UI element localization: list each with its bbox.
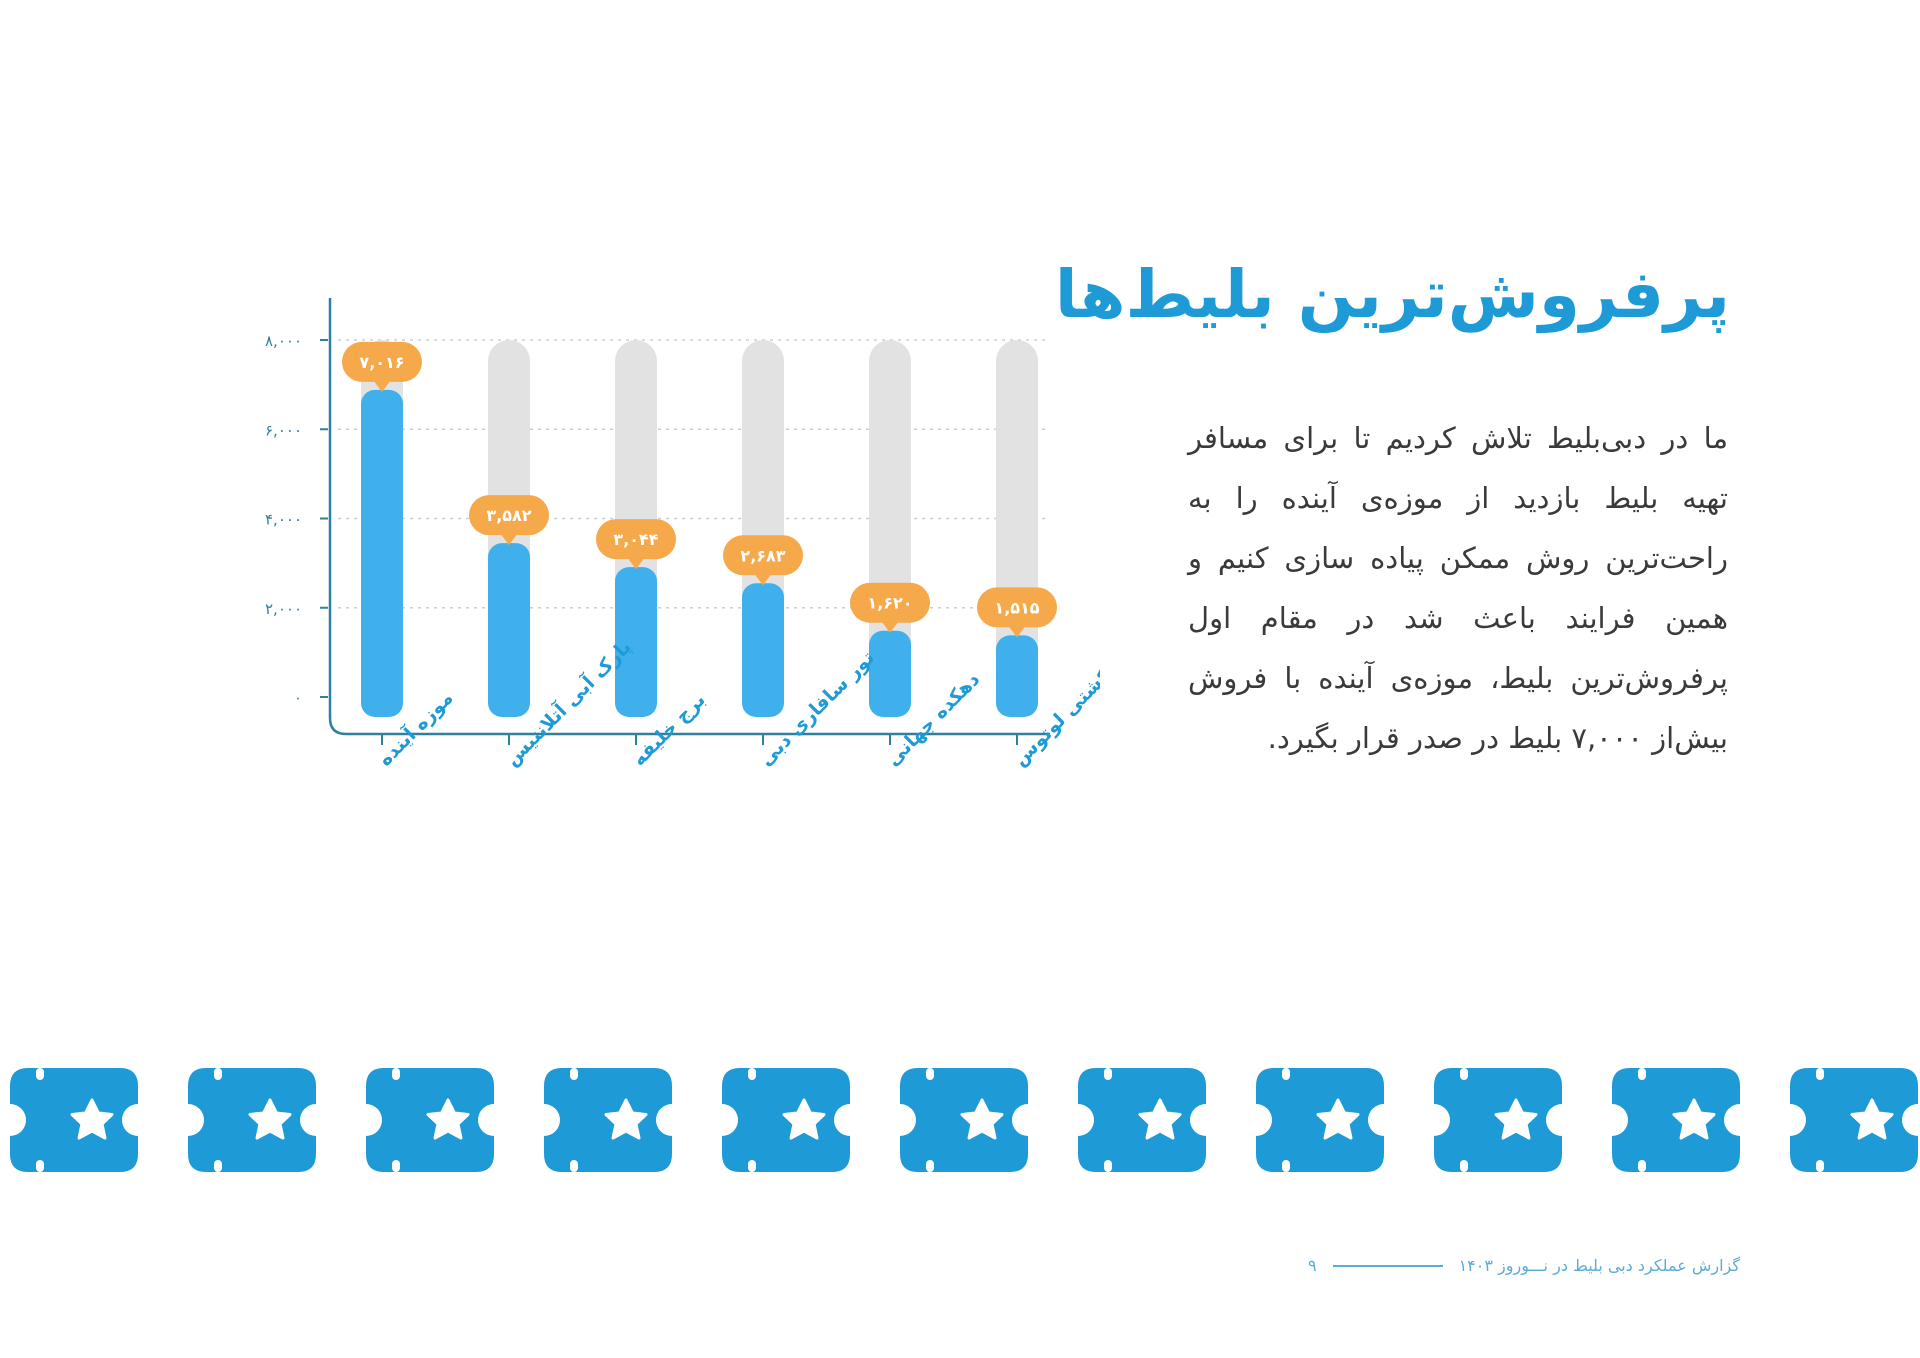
data-label: ۱,۶۲۰ — [867, 594, 912, 613]
data-label: ۳,۵۸۲ — [486, 506, 531, 525]
value-badge-pointer — [500, 533, 518, 546]
data-label: ۳,۰۴۴ — [613, 530, 658, 549]
footer-text: گزارش عملکرد دبی بلیط در نـــوروز ۱۴۰۳ — [1458, 1256, 1740, 1275]
bar-track — [869, 340, 911, 717]
axis-line — [328, 298, 1050, 736]
puzzle-tile — [366, 1068, 494, 1172]
bar-chart: ۷,۰۱۶ ۳,۵۸۲ ۳,۰۴۴ ۲,۶۸۳ ۱,۶۲۰ ۱,۵۱۵ ۰ ۲,۰۰۰ ۴,۰… — [265, 298, 1100, 771]
star-icon — [1494, 1098, 1538, 1140]
value-badge-pointer — [881, 620, 899, 633]
value-badge — [850, 582, 930, 623]
star-icon — [1138, 1098, 1182, 1140]
decorative-tile-row — [10, 1068, 1920, 1172]
bar — [615, 567, 657, 717]
puzzle-tile — [1790, 1068, 1918, 1172]
value-badge-pointer — [1008, 625, 1026, 638]
data-label: ۱,۵۱۵ — [994, 598, 1039, 617]
star-icon — [70, 1098, 114, 1140]
value-badge — [469, 495, 549, 536]
data-label: ۲,۶۸۳ — [740, 546, 785, 565]
star-icon — [960, 1098, 1004, 1140]
footer-divider — [1332, 1264, 1443, 1267]
y-tick-label: ۴,۰۰۰ — [265, 511, 302, 529]
value-badge-pointer — [373, 379, 391, 392]
paragraph-line: بیش‌از ۷,۰۰۰ بلیط در صدر قرار بگیرد. — [1267, 721, 1728, 755]
value-badge — [723, 535, 803, 576]
value-badge — [596, 519, 676, 560]
bars — [361, 389, 1038, 717]
bar — [869, 630, 911, 717]
bar — [996, 635, 1038, 717]
bar — [742, 583, 784, 717]
y-tick-label: ۶,۰۰۰ — [265, 421, 302, 439]
data-label: ۷,۰۱۶ — [359, 353, 404, 372]
page-number: ۹ — [1307, 1256, 1317, 1275]
y-tick-label: ۸,۰۰۰ — [265, 332, 302, 350]
value-badge-pointer — [627, 557, 645, 570]
puzzle-tile — [10, 1068, 138, 1172]
star-icon — [1850, 1098, 1894, 1140]
star-icon — [1316, 1098, 1360, 1140]
value-badge — [342, 341, 422, 382]
puzzle-tile — [1256, 1068, 1384, 1172]
paragraph-line: ما در دبی‌بلیط تلاش کردیم تا برای مسافر — [1188, 421, 1728, 455]
value-badge-pointer — [754, 573, 772, 586]
puzzle-tile — [1612, 1068, 1740, 1172]
star-icon — [426, 1098, 470, 1140]
puzzle-tile — [722, 1068, 850, 1172]
y-tick-labels: ۰ ۲,۰۰۰ ۴,۰۰۰ ۶,۰۰۰ ۸,۰۰۰ — [265, 332, 302, 707]
puzzle-tile — [1078, 1068, 1206, 1172]
paragraph-line: همین فرایند باعث شد در مقام اول — [1188, 601, 1728, 635]
bar — [361, 389, 403, 717]
star-icon — [604, 1098, 648, 1140]
paragraph-line: تهیه بلیط بازدید از موزه‌ی آینده را به — [1188, 481, 1728, 515]
page-footer: گزارش عملکرد دبی بلیط در نـــوروز ۱۴۰۳ ۹ — [1308, 1256, 1740, 1275]
puzzle-tile — [1434, 1068, 1562, 1172]
chart-axes — [320, 298, 1050, 745]
chart-gridlines — [338, 339, 1050, 609]
puzzle-tile — [900, 1068, 1028, 1172]
y-tick-label: ۰ — [294, 689, 302, 707]
page-title: پرفروش‌ترین بلیط‌ها — [1054, 256, 1731, 333]
star-icon — [248, 1098, 292, 1140]
paragraph-line: پرفروش‌ترین بلیط، موزه‌ی آینده با فروش — [1188, 661, 1728, 695]
star-icon — [1672, 1098, 1716, 1140]
star-icon — [782, 1098, 826, 1140]
bar — [488, 543, 530, 717]
bar-tracks — [361, 340, 1038, 717]
y-tick-label: ۲,۰۰۰ — [265, 600, 302, 618]
puzzle-tile — [188, 1068, 316, 1172]
paragraph-line: راحت‌ترین روش ممکن پیاده سازی کنیم و — [1188, 541, 1728, 575]
description-paragraph: ما در دبی‌بلیط تلاش کردیم تا برای مسافر … — [1188, 408, 1728, 768]
puzzle-tile — [544, 1068, 672, 1172]
value-badges: ۷,۰۱۶ ۳,۵۸۲ ۳,۰۴۴ ۲,۶۸۳ ۱,۶۲۰ ۱,۵۱۵ — [342, 341, 1057, 638]
value-badge — [977, 587, 1057, 628]
